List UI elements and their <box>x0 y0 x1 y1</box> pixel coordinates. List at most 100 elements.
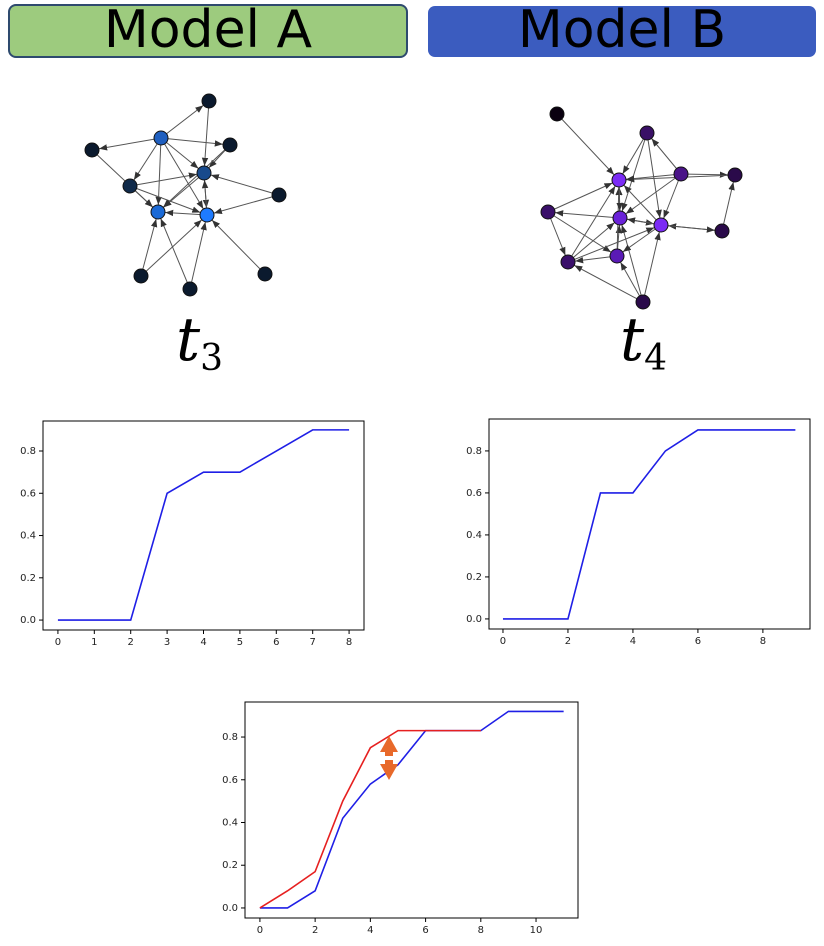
chart: 0.0 0.2 0.4 0.6 0.8 0 2 4 6 8 <box>466 418 811 647</box>
edge <box>646 132 682 175</box>
node <box>199 207 215 223</box>
edge <box>206 214 266 275</box>
edge <box>547 211 618 257</box>
arrow-up <box>380 736 398 756</box>
node <box>122 178 138 194</box>
y-tick-label: 0.6 <box>20 488 36 499</box>
node <box>714 223 730 239</box>
chart: 0.0 0.2 0.4 0.6 0.8 0 2 4 6 8 10 <box>222 701 579 936</box>
node <box>84 142 100 158</box>
y-tick-label: 0.6 <box>466 488 482 499</box>
edge <box>547 179 620 213</box>
node <box>611 172 627 188</box>
node <box>635 294 651 310</box>
y-tick-label: 0.2 <box>20 573 36 584</box>
edge <box>616 224 662 257</box>
edge <box>567 217 621 263</box>
y-tick-label: 0.8 <box>466 446 482 457</box>
line <box>502 429 796 620</box>
x-tick-label: 8 <box>478 925 484 936</box>
node <box>609 248 625 264</box>
subscript: 3 <box>200 338 223 379</box>
x-tick-label: 3 <box>164 637 170 648</box>
header: Model A <box>104 0 313 60</box>
x-tick-label: 2 <box>565 636 571 647</box>
node <box>653 217 669 233</box>
edge <box>619 217 644 303</box>
node <box>540 204 556 220</box>
x-tick-label: 6 <box>695 636 701 647</box>
edge <box>556 113 620 181</box>
x-tick-label: 5 <box>237 637 243 648</box>
y-tick-label: 0.0 <box>20 615 36 626</box>
node <box>639 125 655 141</box>
edge <box>618 132 648 181</box>
x-tick-label: 6 <box>273 637 279 648</box>
edge <box>160 100 210 139</box>
x-tick-label: 6 <box>422 925 428 936</box>
y-tick-label: 0.2 <box>466 572 482 583</box>
edge <box>129 185 208 216</box>
node <box>549 106 565 122</box>
edge <box>567 179 620 263</box>
x-tick-label: 8 <box>346 637 352 648</box>
edge <box>129 137 162 187</box>
plot-frame <box>488 418 811 630</box>
x-tick-label: 4 <box>630 636 636 647</box>
edge <box>206 194 280 216</box>
header-box <box>8 4 408 58</box>
edge <box>660 173 682 226</box>
edge <box>189 214 208 290</box>
symbol: t <box>176 305 201 375</box>
edge <box>203 172 280 196</box>
network-graphs <box>84 93 743 310</box>
node <box>257 266 273 282</box>
node <box>201 93 217 109</box>
chart: 0.0 0.2 0.4 0.6 0.8 0 1 2 3 4 5 6 7 8 <box>20 420 365 648</box>
x-tick-label: 0 <box>257 925 263 936</box>
edge <box>567 255 618 264</box>
edge <box>547 210 621 219</box>
x-tick-label: 2 <box>128 637 134 648</box>
y-tick-label: 0.8 <box>20 446 36 457</box>
line <box>259 729 481 909</box>
y-tick-label: 0.4 <box>20 531 36 542</box>
edge <box>619 173 682 219</box>
node <box>560 254 576 270</box>
edge <box>642 224 662 303</box>
node <box>153 130 169 146</box>
x-tick-label: 4 <box>200 637 206 648</box>
edge <box>567 261 644 303</box>
line <box>57 429 350 621</box>
node <box>727 167 743 183</box>
edge <box>160 137 231 147</box>
y-tick-label: 0.4 <box>222 817 238 828</box>
edge <box>157 172 205 213</box>
y-tick-label: 0.2 <box>222 860 238 871</box>
y-tick-label: 0.6 <box>222 775 238 786</box>
edge <box>157 144 231 213</box>
plot-frame <box>244 701 579 919</box>
edge <box>618 179 662 226</box>
y-tick-label: 0.0 <box>466 614 482 625</box>
plot-frame <box>42 420 365 631</box>
y-tick-label: 0.4 <box>466 530 482 541</box>
x-tick-label: 4 <box>367 925 373 936</box>
x-tick-label: 0 <box>55 637 61 648</box>
edge <box>140 214 208 277</box>
arrow-down <box>380 760 398 780</box>
header-box <box>428 6 816 57</box>
symbol: t <box>620 305 645 375</box>
edge <box>155 137 162 213</box>
edge <box>201 100 210 174</box>
edge <box>140 211 159 277</box>
edge <box>91 137 162 151</box>
edge <box>547 211 569 263</box>
node <box>133 268 149 284</box>
node <box>271 187 287 203</box>
edge <box>660 224 723 233</box>
node <box>182 281 198 297</box>
x-tick-label: 0 <box>500 636 506 647</box>
edge <box>157 209 208 217</box>
